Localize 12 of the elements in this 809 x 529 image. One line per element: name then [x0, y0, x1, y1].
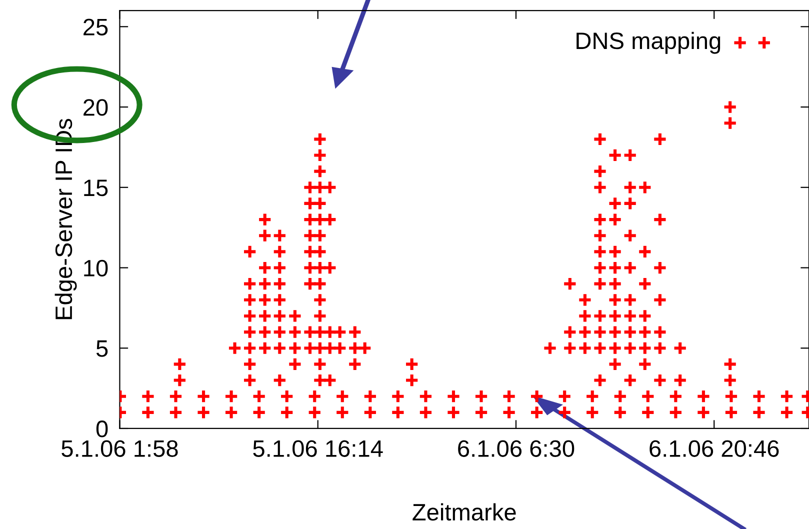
- x-tick-label: 5.1.06 1:58: [62, 440, 178, 457]
- legend-label: DNS mapping: [576, 32, 720, 54]
- y-tick-label: 5: [96, 340, 108, 357]
- y-tick-label: 10: [84, 260, 108, 277]
- y-tick-label: 25: [84, 18, 108, 36]
- y-tick-label: 20: [84, 99, 108, 116]
- x-tick-label: 5.1.06 16:14: [253, 440, 383, 457]
- x-axis-title: Zeitmarke: [412, 503, 516, 521]
- x-tick-label: 6.1.06 20:46: [650, 440, 779, 457]
- x-tick-label: 6.1.06 6:30: [458, 440, 574, 457]
- y-tick-label: 15: [84, 180, 108, 196]
- y-tick-label: 0: [96, 420, 108, 438]
